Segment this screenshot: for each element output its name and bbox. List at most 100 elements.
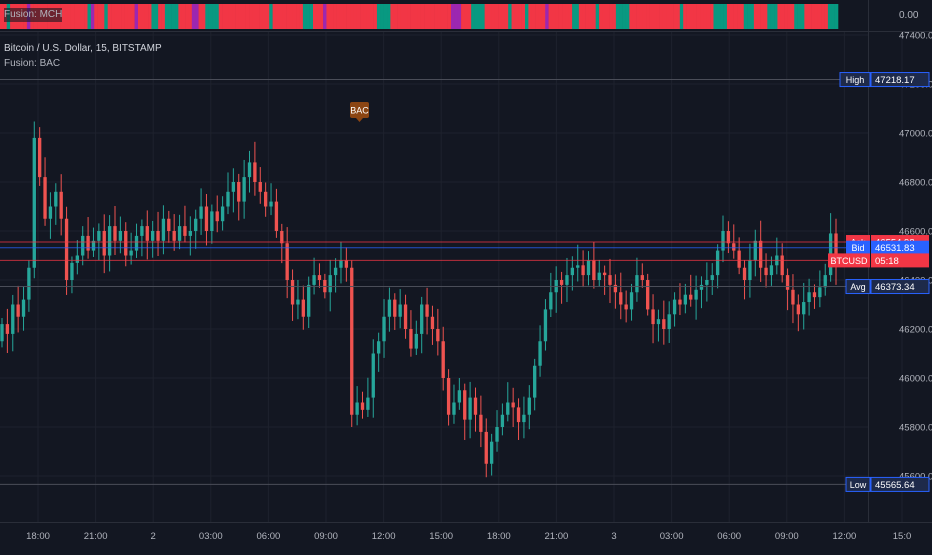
y-tick-label: 45800.00 (899, 423, 932, 434)
indicator-bar (238, 4, 243, 29)
candle-body (705, 280, 709, 285)
indicator-bar (144, 4, 149, 29)
indicator-bar (151, 4, 156, 29)
indicator-bar (127, 4, 132, 29)
indicator-bar (289, 4, 294, 29)
y-tick-label: 47400.00 (899, 31, 932, 42)
indicator-bar (296, 4, 300, 29)
candle-body (769, 265, 774, 276)
price-label-value: 46373.34 (875, 282, 915, 293)
candle-body (780, 255, 784, 276)
indicator-bar (498, 4, 502, 29)
indicator-bar (201, 4, 206, 29)
indicator-bar (693, 4, 697, 29)
indicator-bar (191, 4, 196, 29)
indicator-bar (814, 4, 819, 29)
indicator-bar (413, 4, 418, 29)
indicator-bar (154, 4, 159, 29)
indicator-bar (716, 4, 721, 29)
indicator-bar (632, 4, 637, 29)
indicator-bar (471, 4, 475, 29)
candle-body (511, 402, 515, 408)
indicator-bar (508, 4, 512, 29)
indicator-bar (434, 4, 438, 29)
indicator-bar (164, 4, 169, 29)
indicator-bar (827, 4, 832, 29)
candle-body (646, 280, 650, 310)
indicator-bar (484, 4, 489, 29)
indicator-bar (733, 4, 738, 29)
candle-body (414, 333, 418, 349)
indicator-axis-value: 0.00 (899, 10, 919, 21)
indicator-bar (558, 4, 563, 29)
candle-body (748, 260, 752, 280)
main-chart-title[interactable]: Bitcoin / U.S. Dollar, 15, BITSTAMP (4, 43, 162, 54)
indicator-bar (592, 4, 596, 29)
candle-body (586, 260, 591, 276)
indicator-bar (636, 4, 640, 29)
indicator-bar (77, 4, 82, 29)
indicator-bar (629, 4, 634, 29)
candle-body (167, 218, 171, 231)
indicator-bar (535, 4, 539, 29)
indicator-bar (175, 4, 179, 29)
indicator-bar (447, 4, 452, 29)
x-tick-label: 21:00 (84, 531, 108, 542)
price-label-name: Low (850, 480, 867, 490)
indicator-bar (84, 4, 88, 29)
indicator-bar (622, 4, 627, 29)
indicator-bar (63, 4, 68, 29)
candle-body (253, 162, 257, 182)
indicator-bar (501, 4, 506, 29)
indicator-bar (784, 4, 788, 29)
candle-body (355, 402, 359, 415)
indicator-bar (148, 4, 152, 29)
candle-body (371, 353, 375, 398)
candle-body (172, 231, 176, 241)
candle-body (307, 284, 311, 317)
indicator-bar (350, 4, 354, 29)
candle-body (75, 255, 79, 263)
candle-body (538, 341, 542, 366)
indicator-bar (679, 4, 684, 29)
candle-body (549, 292, 553, 310)
indicator-bar (67, 4, 71, 29)
price-label-value: 46531.83 (875, 243, 915, 254)
indicator-bar (215, 4, 220, 29)
x-tick-label: 03:00 (660, 531, 684, 542)
indicator-bar (494, 4, 499, 29)
indicator-bar (417, 4, 421, 29)
indicator-bar (107, 4, 112, 29)
candle-body (597, 272, 601, 280)
candle-body (387, 299, 392, 317)
indicator-bar (309, 4, 314, 29)
main-indicator-title[interactable]: Fusion: BAC (4, 58, 61, 69)
indicator-bar (316, 4, 321, 29)
indicator-bar (575, 4, 580, 29)
indicator-bar (134, 4, 139, 29)
candle-body (64, 218, 69, 280)
x-tick-label: 12:00 (372, 531, 396, 542)
candle-body (629, 292, 634, 310)
indicator-bar (198, 4, 203, 29)
indicator-bar (397, 4, 401, 29)
indicator-title[interactable]: Fusion: MCH (4, 8, 63, 22)
indicator-bar (811, 4, 815, 29)
bac-marker[interactable]: BAC (350, 102, 369, 122)
candle-body (247, 162, 252, 178)
indicator-bar (726, 4, 731, 29)
candle-body (215, 211, 219, 222)
indicator-bar (585, 4, 590, 29)
indicator-bar (541, 4, 546, 29)
indicator-bar (383, 4, 388, 29)
indicator-bar (275, 4, 280, 29)
indicator-bar (212, 4, 216, 29)
indicator-bar (720, 4, 724, 29)
candle-body (409, 329, 413, 349)
candle-body (204, 206, 209, 231)
indicator-bar (269, 4, 273, 29)
indicator-bar (430, 4, 435, 29)
x-tick-label: 03:00 (199, 531, 223, 542)
indicator-bar (249, 4, 253, 29)
